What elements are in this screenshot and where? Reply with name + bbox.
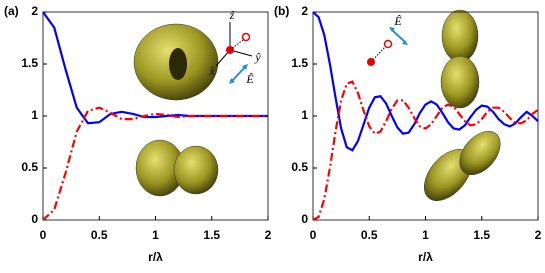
y-tick-label: 1 <box>31 108 38 122</box>
series-line <box>42 11 268 125</box>
y-tick-label: 2 <box>301 4 308 18</box>
annotation: x̂ <box>208 64 215 78</box>
y-tick-label: 0 <box>31 212 38 226</box>
x-axis-label: r/λ <box>148 250 163 264</box>
annotation: ẑ <box>229 8 235 22</box>
x-tick-label: 1 <box>152 228 159 242</box>
x-tick-label: 1.5 <box>473 228 490 242</box>
y-tick-label: 0 <box>301 212 308 226</box>
panel-label: (b) <box>274 4 289 18</box>
y-tick-label: 0.5 <box>21 160 38 174</box>
series-line <box>312 80 539 221</box>
x-tick-label: 0.5 <box>361 228 378 242</box>
pattern-illustration <box>133 22 253 197</box>
annotation: Ê <box>245 72 254 86</box>
x-tick-label: 1.5 <box>203 228 220 242</box>
y-tick-label: 0.5 <box>291 160 308 174</box>
x-tick-label: 2 <box>265 228 272 242</box>
annotation: Ê <box>393 14 402 28</box>
y-tick-label: 1 <box>301 108 308 122</box>
y-tick-label: 2 <box>31 4 38 18</box>
x-tick-label: 1 <box>422 228 429 242</box>
series-line <box>312 11 539 152</box>
panel-label: (a) <box>4 4 19 18</box>
x-tick-label: 0 <box>310 228 317 242</box>
y-tick-label: 1.5 <box>291 56 308 70</box>
pattern-illustration <box>367 9 501 201</box>
annotation: ŷ <box>254 50 261 64</box>
x-tick-label: 0 <box>40 228 47 242</box>
x-tick-label: 2 <box>535 228 542 242</box>
x-tick-label: 0.5 <box>91 228 108 242</box>
x-axis-label: r/λ <box>418 250 433 264</box>
y-tick-label: 1.5 <box>21 56 38 70</box>
